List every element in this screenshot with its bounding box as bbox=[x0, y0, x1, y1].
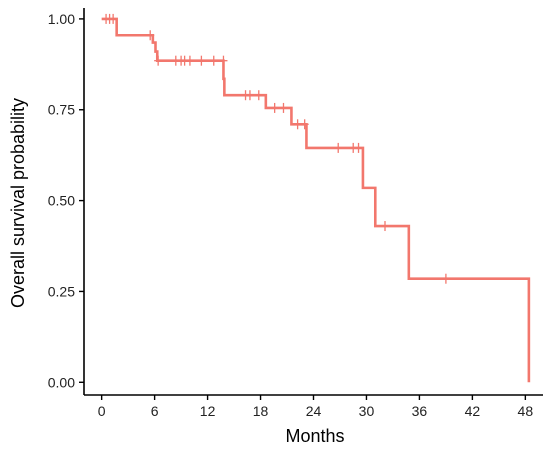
censor-mark bbox=[245, 90, 254, 101]
censor-mark bbox=[185, 55, 194, 66]
y-tick-label: 0.50 bbox=[48, 193, 75, 209]
censor-mark bbox=[270, 102, 279, 113]
x-tick-label: 6 bbox=[151, 403, 159, 419]
y-axis-title: Overall survival probability bbox=[8, 98, 28, 308]
x-tick-label: 0 bbox=[98, 403, 106, 419]
x-tick-label: 42 bbox=[465, 403, 481, 419]
censor-mark bbox=[219, 55, 228, 66]
y-tick-label: 0.00 bbox=[48, 374, 75, 390]
y-tick-label: 1.00 bbox=[48, 11, 75, 27]
censor-mark bbox=[334, 142, 343, 153]
axes-group: 0.00 0.25 0.50 0.75 1.00 0 6 12 18 24 30 36 42 48 bbox=[48, 8, 543, 419]
censor-mark bbox=[354, 142, 363, 153]
censor-mark bbox=[279, 102, 288, 113]
x-tick-label: 36 bbox=[412, 403, 428, 419]
x-axis-title: Months bbox=[285, 426, 344, 446]
survival-curve-series bbox=[101, 17, 531, 383]
censor-mark bbox=[300, 119, 309, 130]
censor-mark bbox=[197, 55, 206, 66]
censor-marks-group bbox=[102, 13, 450, 284]
x-tick-label: 12 bbox=[200, 403, 216, 419]
censor-mark bbox=[293, 119, 302, 130]
x-tick-label: 30 bbox=[359, 403, 375, 419]
y-tick-label: 0.75 bbox=[48, 102, 75, 118]
censor-mark bbox=[254, 90, 263, 101]
x-tick-label: 24 bbox=[306, 403, 322, 419]
x-tick-label: 18 bbox=[253, 403, 269, 419]
censor-mark bbox=[380, 221, 389, 232]
censor-mark bbox=[209, 55, 218, 66]
y-axis-ticks: 0.00 0.25 0.50 0.75 1.00 bbox=[48, 11, 84, 390]
y-tick-label: 0.25 bbox=[48, 283, 75, 299]
x-tick-label: 48 bbox=[518, 403, 534, 419]
censor-mark bbox=[146, 30, 155, 41]
x-axis-ticks: 0 6 12 18 24 30 36 42 48 bbox=[98, 395, 534, 419]
censor-mark bbox=[154, 55, 163, 66]
censor-mark bbox=[441, 273, 450, 284]
censor-mark bbox=[109, 13, 118, 24]
plot-area bbox=[101, 13, 531, 383]
